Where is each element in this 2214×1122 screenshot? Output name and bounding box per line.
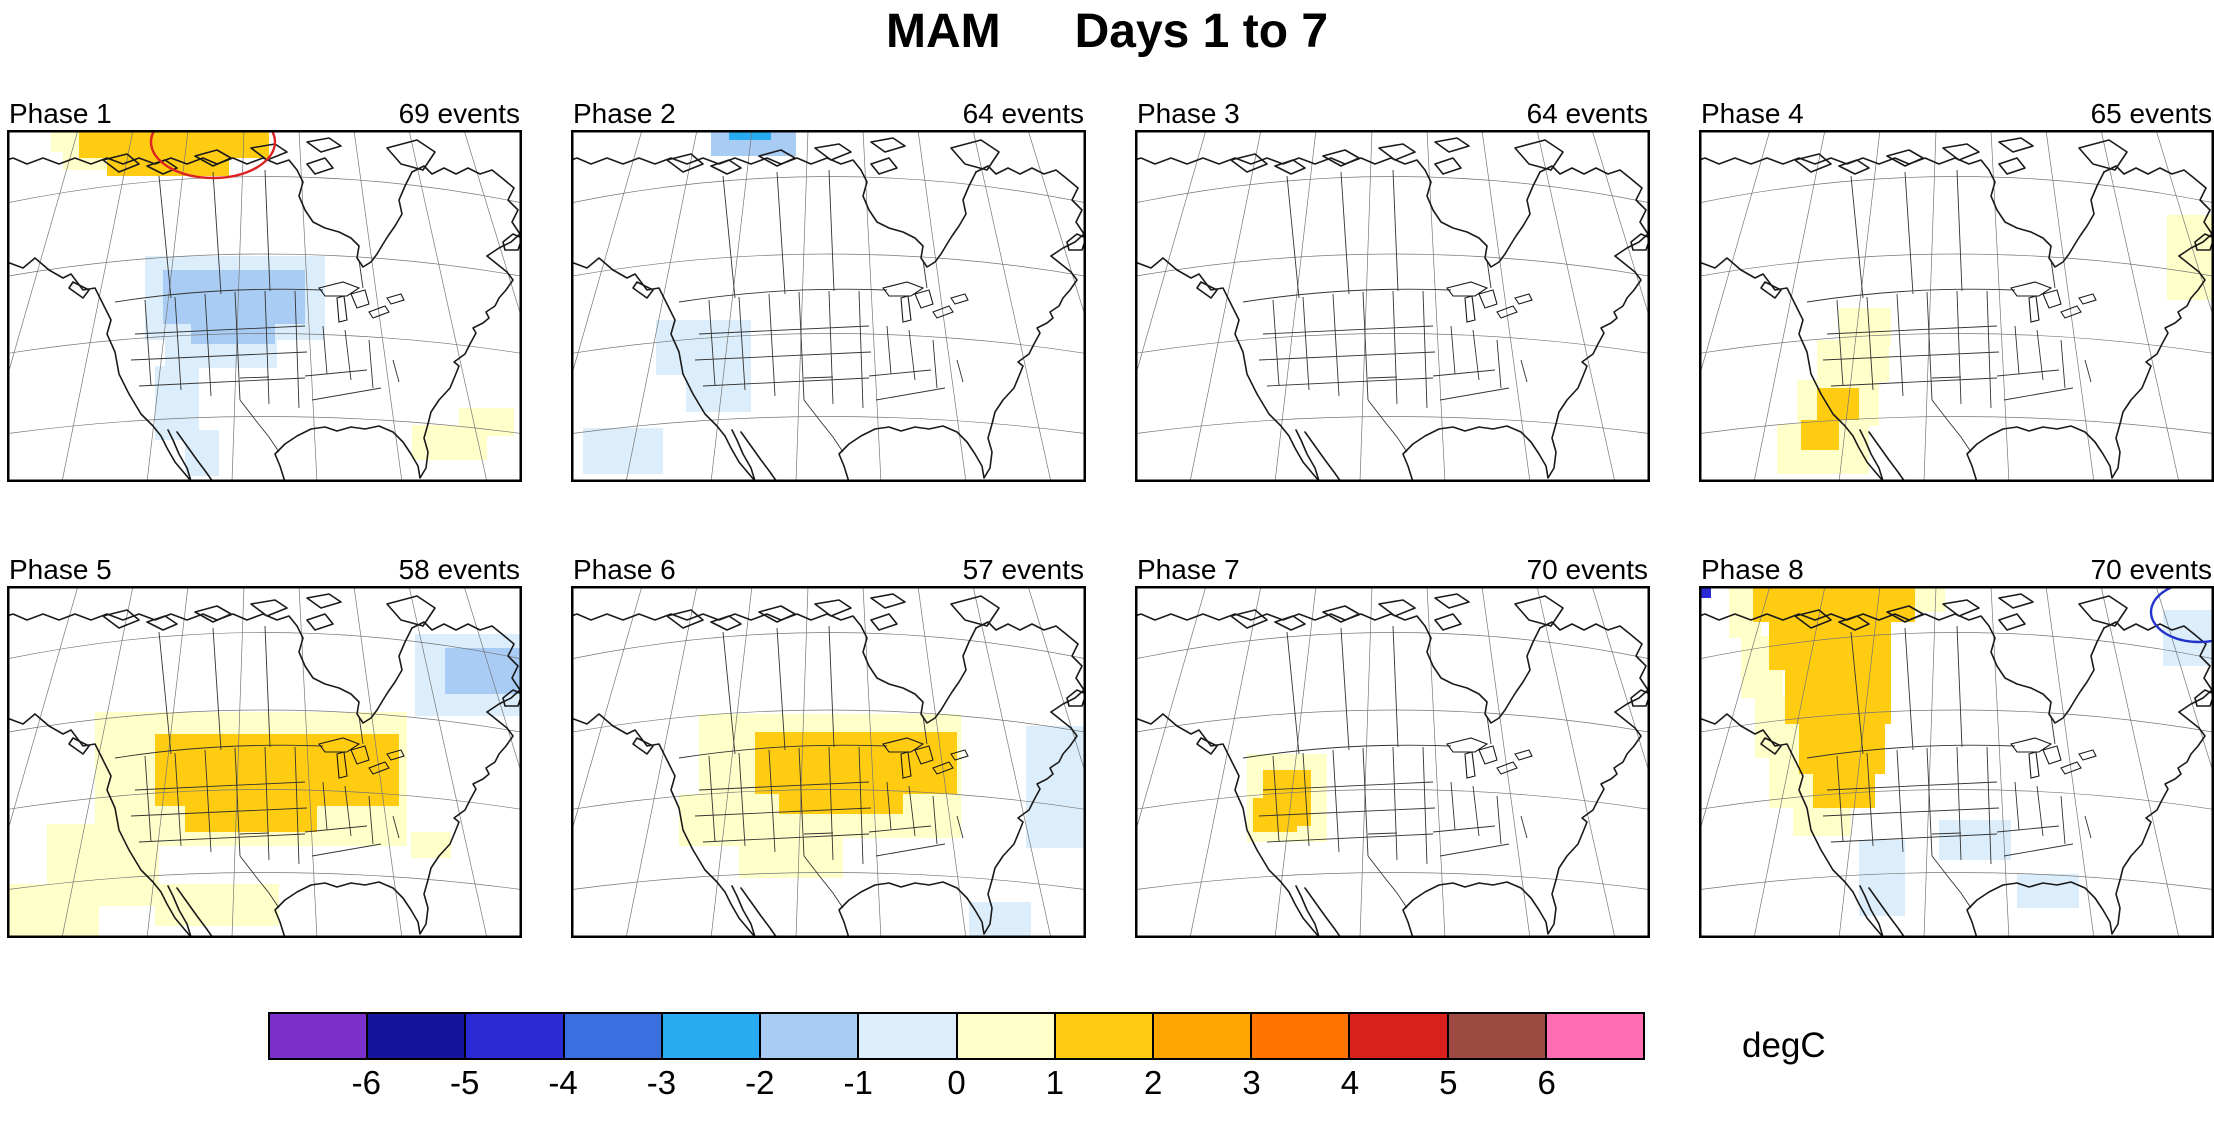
colorbar-tick--4: -4 [548,1064,578,1101]
anomaly-shading [583,130,796,474]
colorbar-tick--6: -6 [351,1064,382,1101]
phase-panel-grid: Phase 1 69 events Phase 2 64 events [7,96,2214,938]
colorbar-cell-8 [1053,1014,1152,1058]
map-frame [1699,130,2214,482]
colorbar-unit-label: degC [1742,1026,1826,1065]
colorbar-cell-13 [1544,1014,1644,1058]
temperature-anomaly-map [1135,586,1650,938]
panel-phase-label: Phase 5 [9,554,112,585]
panel-events-count: 58 events [398,554,520,585]
panel-phase-8: Phase 8 70 events [1699,552,2214,938]
anomaly-shading [1699,586,2214,916]
colorbar-cell-3 [562,1014,661,1058]
map-frame [1699,586,2214,938]
panel-phase-2: Phase 2 64 events [571,96,1086,482]
title-day-range: Days 1 to 7 [1074,5,1329,58]
panel-events-count: 57 events [962,554,1084,585]
panel-phase-label: Phase 6 [573,554,676,585]
panel-events-count: 70 events [1526,554,1648,585]
panel-phase-4: Phase 4 65 events [1699,96,2214,482]
panel-phase-label: Phase 3 [1137,98,1240,129]
map-frame [7,130,522,482]
colorbar-tick-0: 0 [947,1064,966,1101]
panel-events-count: 69 events [398,98,520,129]
map-frame [1135,586,1650,938]
anomaly-shading [1777,215,2214,474]
panel-events-count: 64 events [1526,98,1648,129]
panel-header: Phase 2 64 events [571,96,1086,130]
panel-events-count: 64 events [962,98,1084,129]
panel-phase-label: Phase 4 [1701,98,1804,129]
colorbar-tick-6: 6 [1537,1064,1556,1101]
temperature-anomaly-map [1699,130,2214,482]
panel-events-count: 65 events [2090,98,2212,129]
panel-header: Phase 3 64 events [1135,96,1650,130]
colorbar-cell-4 [660,1014,760,1058]
colorbar-cell-12 [1446,1014,1545,1058]
panel-events-count: 70 events [2090,554,2212,585]
colorbar-cell-11 [1348,1014,1447,1058]
panel-phase-label: Phase 2 [573,98,676,129]
colorbar-cell-1 [366,1014,465,1058]
colorbar: -6 -5 -4 -3 -2 -1 0 1 2 3 4 5 6 [268,1012,1645,1104]
temperature-anomaly-map [1135,130,1650,482]
colorbar-tick-labels: -6 -5 -4 -3 -2 -1 0 1 2 3 4 5 6 [268,1064,1645,1104]
colorbar-tick--5: -5 [450,1064,480,1101]
panel-phase-3: Phase 3 64 events [1135,96,1650,482]
panel-phase-6: Phase 6 57 events [571,552,1086,938]
significance-contour [149,130,277,180]
colorbar-tick-3: 3 [1242,1064,1261,1101]
colorbar-cell-5 [759,1014,858,1058]
temperature-anomaly-map [1699,586,2214,938]
figure-title: MAM Days 1 to 7 [0,4,2214,59]
colorbar-cell-6 [857,1014,956,1058]
temperature-anomaly-map [7,130,522,482]
panel-header: Phase 7 70 events [1135,552,1650,586]
colorbar-cell-7 [955,1014,1054,1058]
colorbar-cell-9 [1151,1014,1251,1058]
title-season: MAM [885,5,1001,58]
map-frame [1135,130,1650,482]
map-frame [7,586,522,938]
panel-header: Phase 1 69 events [7,96,522,130]
colorbar-tick-2: 2 [1144,1064,1163,1101]
panel-phase-label: Phase 1 [9,98,112,129]
panel-phase-label: Phase 7 [1137,554,1240,585]
colorbar-cell-10 [1250,1014,1349,1058]
anomaly-shading [7,634,522,936]
panel-phase-label: Phase 8 [1701,554,1804,585]
panel-phase-1: Phase 1 69 events [7,96,522,482]
colorbar-cells [268,1012,1645,1060]
colorbar-tick-1: 1 [1045,1064,1065,1101]
temperature-anomaly-map [7,586,522,938]
significance-contour [2149,586,2214,644]
temperature-anomaly-map [571,586,1086,938]
panel-header: Phase 6 57 events [571,552,1086,586]
panel-header: Phase 4 65 events [1699,96,2214,130]
anomaly-shading [1247,754,1327,842]
colorbar-cell-2 [464,1014,563,1058]
colorbar-cell-0 [270,1014,367,1058]
panel-phase-5: Phase 5 58 events [7,552,522,938]
colorbar-tick-4: 4 [1340,1064,1360,1101]
colorbar-tick--3: -3 [646,1064,677,1101]
panel-header: Phase 5 58 events [7,552,522,586]
panel-phase-7: Phase 7 70 events [1135,552,1650,938]
panel-header: Phase 8 70 events [1699,552,2214,586]
anomaly-shading [51,130,514,476]
colorbar-tick--2: -2 [745,1064,775,1101]
temperature-anomaly-map [571,130,1086,482]
colorbar-tick-5: 5 [1439,1064,1458,1101]
map-frame [571,586,1086,938]
map-frame [571,130,1086,482]
colorbar-tick--1: -1 [843,1064,873,1101]
